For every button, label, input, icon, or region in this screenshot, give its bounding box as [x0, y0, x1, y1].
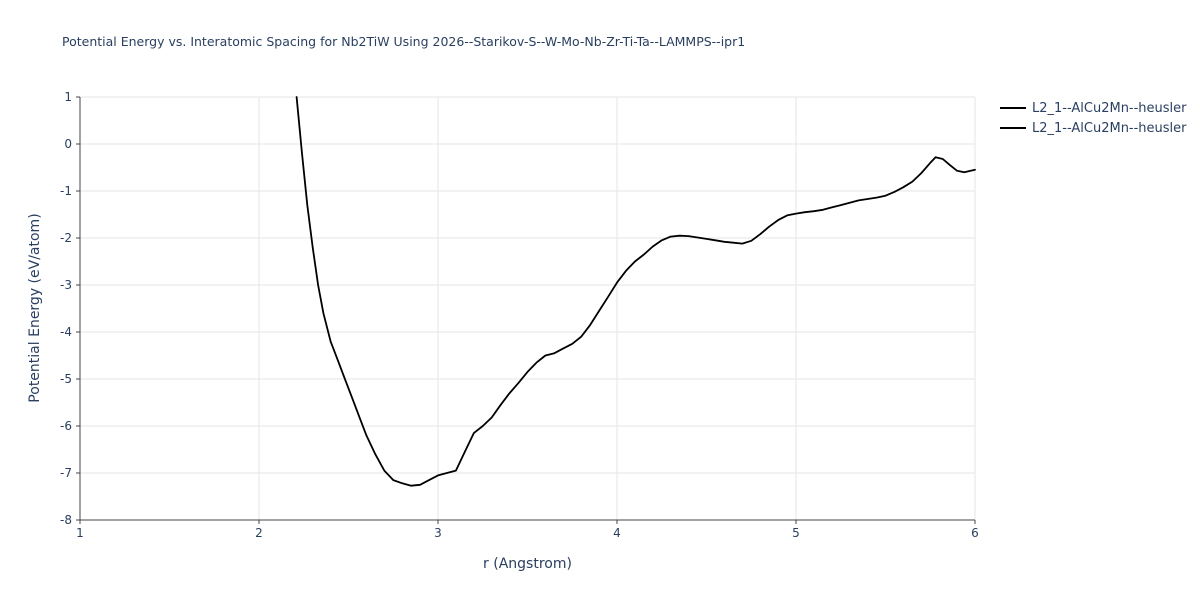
y-tick-label: 0 — [64, 137, 72, 151]
y-axis-label: Potential Energy (eV/atom) — [27, 213, 43, 403]
series-line — [295, 96, 976, 487]
legend-label: L2_1--AlCu2Mn--heusler — [1032, 120, 1187, 136]
y-tick-label: -4 — [60, 325, 72, 339]
y-tick-label: -6 — [60, 419, 72, 433]
x-axis-label: r (Angstrom) — [483, 556, 572, 572]
legend-label: L2_1--AlCu2Mn--heusler — [1032, 100, 1187, 116]
x-tick-label: 4 — [613, 526, 621, 540]
legend: L2_1--AlCu2Mn--heusler L2_1--AlCu2Mn--heu… — [1000, 98, 1187, 138]
x-tick-label: 3 — [434, 526, 442, 540]
legend-line-swatch — [1000, 107, 1026, 109]
x-tick-label: 1 — [76, 526, 84, 540]
y-tick-label: 1 — [64, 90, 72, 104]
legend-line-swatch — [1000, 127, 1026, 129]
y-tick-label: -7 — [60, 466, 72, 480]
x-tick-label: 5 — [792, 526, 800, 540]
legend-item[interactable]: L2_1--AlCu2Mn--heusler — [1000, 98, 1187, 118]
y-tick-label: -5 — [60, 372, 72, 386]
chart-title: Potential Energy vs. Interatomic Spacing… — [62, 34, 746, 49]
y-tick-label: -3 — [60, 278, 72, 292]
y-tick-label: -8 — [60, 513, 72, 527]
y-tick-label: -1 — [60, 184, 72, 198]
legend-item[interactable]: L2_1--AlCu2Mn--heusler — [1000, 118, 1187, 138]
x-tick-label: 2 — [255, 526, 263, 540]
y-tick-label: -2 — [60, 231, 72, 245]
x-tick-label: 6 — [971, 526, 979, 540]
